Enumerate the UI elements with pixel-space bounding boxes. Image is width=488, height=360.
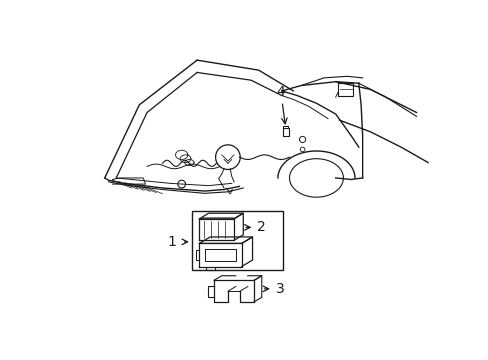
Text: 4: 4: [276, 85, 286, 124]
Text: 3: 3: [263, 282, 284, 296]
Text: 2: 2: [244, 220, 265, 234]
Text: 1: 1: [167, 235, 176, 249]
Bar: [191, 211, 282, 270]
